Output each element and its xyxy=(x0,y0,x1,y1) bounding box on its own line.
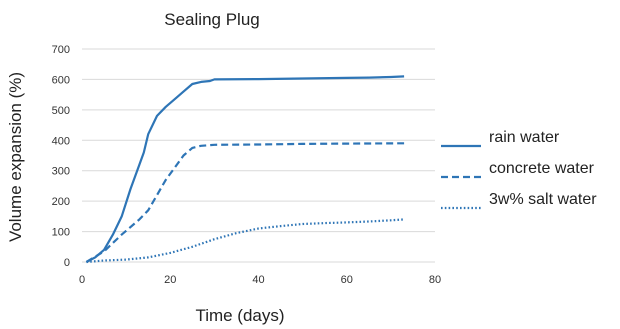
x-tick-label: 0 xyxy=(79,274,85,286)
x-tick-label: 20 xyxy=(164,274,176,286)
x-axis-ticks: 0 20 40 60 80 xyxy=(79,274,441,286)
series-group xyxy=(85,75,405,264)
y-tick-label: 200 xyxy=(52,196,70,208)
gridlines xyxy=(82,48,435,263)
y-tick-label: 300 xyxy=(52,166,70,178)
y-tick-label: 100 xyxy=(52,227,70,239)
legend-label-3: 3w% salt water xyxy=(489,191,597,208)
legend: rain water concrete water 3w% salt water xyxy=(441,129,597,210)
y-axis-ticks: 0 100 200 300 400 500 600 700 xyxy=(52,44,70,269)
y-tick-label: 500 xyxy=(52,105,70,117)
x-tick-label: 60 xyxy=(341,274,353,286)
series-line-3 xyxy=(86,218,405,264)
x-tick-label: 80 xyxy=(429,274,441,286)
series-line-1 xyxy=(85,75,405,263)
y-tick-label: 0 xyxy=(64,257,70,269)
y-tick-label: 400 xyxy=(52,135,70,147)
y-tick-label: 600 xyxy=(52,74,70,86)
chart-title: Sealing Plug xyxy=(164,10,259,29)
series-line-2 xyxy=(85,142,405,263)
y-axis-label: Volume expansion (%) xyxy=(6,72,25,242)
x-tick-label: 40 xyxy=(252,274,264,286)
y-tick-label: 700 xyxy=(52,44,70,56)
legend-label-2: concrete water xyxy=(489,160,595,177)
x-axis-label: Time (days) xyxy=(195,306,284,325)
legend-label-1: rain water xyxy=(489,129,560,146)
